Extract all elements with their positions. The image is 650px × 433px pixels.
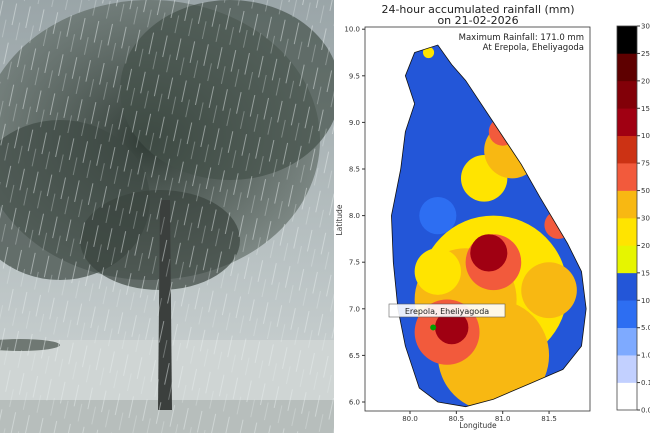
colorbar-segment xyxy=(617,108,637,137)
rainfall-area xyxy=(435,310,469,345)
colorbar-segment xyxy=(617,218,637,246)
colorbar-segment xyxy=(617,272,637,301)
rainfall-map-chart: 24-hour accumulated rainfall (mm) on 21-… xyxy=(335,3,650,430)
rainfall-area xyxy=(422,46,435,59)
y-tick-label: 9.0 xyxy=(349,119,360,127)
rainfall-area xyxy=(414,248,461,295)
colorbar-label: 10.0 xyxy=(641,297,650,305)
y-tick-label: 6.0 xyxy=(349,399,360,407)
colorbar-segment xyxy=(617,163,637,191)
colorbar-label: 5.0 xyxy=(641,324,650,332)
colorbar: 0.0 0.1 1.0 5.0 10.0 15.0 20.0 30.0 50.0 75.0 100 1… xyxy=(617,23,650,415)
y-tick-label: 8.5 xyxy=(349,166,360,174)
annotation-max: Maximum Rainfall: 171.0 mm xyxy=(459,33,584,43)
marker-label-box xyxy=(388,303,506,318)
rainfall-area xyxy=(419,196,457,235)
marker-label: Erepola, Eheliyagoda xyxy=(405,307,489,316)
colorbar-segment xyxy=(617,355,637,383)
colorbar-label: 0.0 xyxy=(641,407,650,415)
colorbar-label: 250 xyxy=(641,50,650,58)
colorbar-label: 0.1 xyxy=(641,379,650,387)
y-tick-label: 10.0 xyxy=(344,26,360,34)
colorbar-label: 20.0 xyxy=(641,242,650,250)
y-tick-label: 7.5 xyxy=(349,259,360,267)
x-tick-label: 81.5 xyxy=(541,415,557,423)
colorbar-segment xyxy=(617,190,637,219)
y-axis-label: Latitude xyxy=(335,204,344,235)
colorbar-label: 200 xyxy=(641,77,650,85)
chart-title-line1: 24-hour accumulated rainfall (mm) xyxy=(381,3,574,16)
y-tick-label: 6.5 xyxy=(349,352,360,360)
x-tick-label: 80.5 xyxy=(449,415,465,423)
colorbar-label: 300 xyxy=(641,23,650,31)
colorbar-segment xyxy=(617,382,637,411)
x-tick-label: 80.0 xyxy=(402,415,418,423)
y-tick-label: 8.0 xyxy=(349,212,360,220)
rain-tree-photo xyxy=(0,0,334,433)
colorbar-label: 15.0 xyxy=(641,269,650,277)
colorbar-segment xyxy=(617,245,637,274)
colorbar-label: 150 xyxy=(641,105,650,113)
rainfall-area xyxy=(470,234,508,272)
colorbar-segment xyxy=(617,300,637,329)
colorbar-segment xyxy=(617,80,637,109)
colorbar-segment xyxy=(617,53,637,82)
colorbar-segment xyxy=(617,135,637,164)
y-tick-label: 9.5 xyxy=(349,72,360,80)
colorbar-label: 1.0 xyxy=(641,352,650,360)
max-rainfall-marker xyxy=(430,324,437,331)
x-axis-label: Longitude xyxy=(459,421,497,430)
x-tick-label: 81.0 xyxy=(495,415,511,423)
colorbar-segment xyxy=(617,26,637,54)
chart-title-line2: on 21-02-2026 xyxy=(437,14,518,27)
colorbar-segment xyxy=(617,327,637,356)
colorbar-label: 100 xyxy=(641,132,650,140)
annotation-location: At Erepola, Eheliyagoda xyxy=(483,43,584,53)
colorbar-label: 30.0 xyxy=(641,215,650,223)
y-tick-label: 7.0 xyxy=(349,305,360,313)
colorbar-label: 75.0 xyxy=(641,160,650,168)
colorbar-label: 50.0 xyxy=(641,187,650,195)
rainfall-area xyxy=(521,262,577,319)
